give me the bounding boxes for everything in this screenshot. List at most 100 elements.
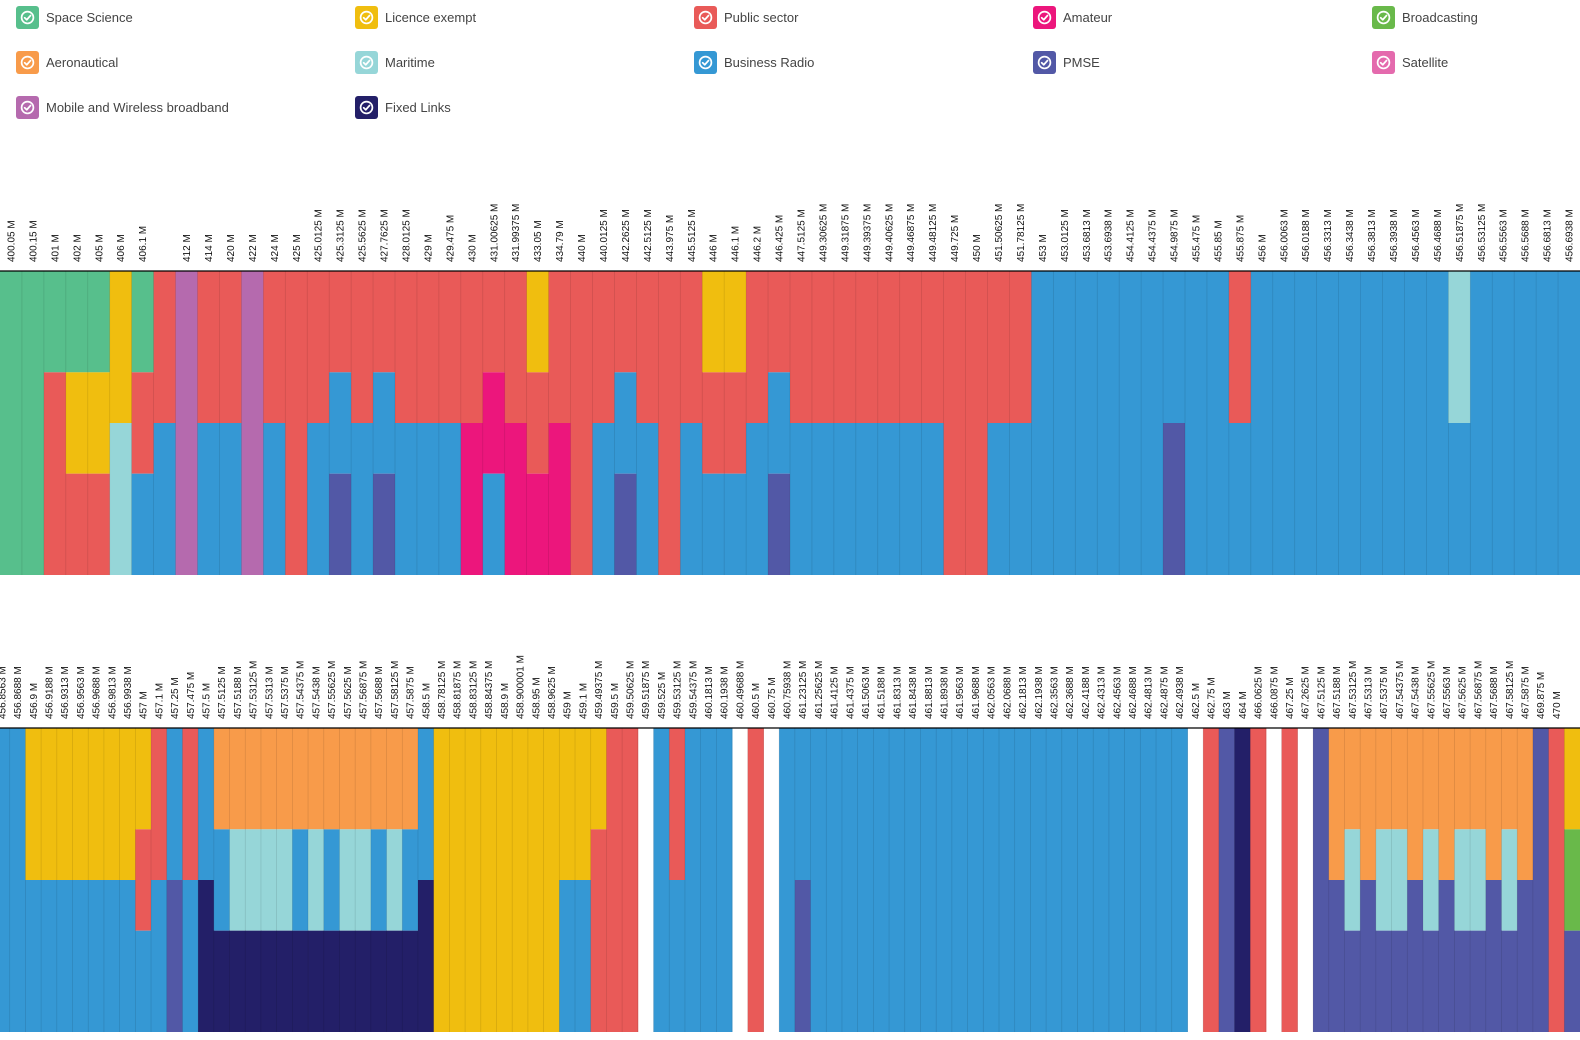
allocation-cell[interactable] bbox=[1328, 880, 1345, 1032]
allocation-cell[interactable] bbox=[1061, 728, 1078, 1032]
allocation-cell[interactable] bbox=[967, 728, 984, 1032]
allocation-cell[interactable] bbox=[904, 728, 921, 1032]
allocation-cell[interactable] bbox=[1470, 271, 1493, 575]
allocation-cell[interactable] bbox=[921, 271, 945, 423]
allocation-cell[interactable] bbox=[276, 930, 293, 1032]
allocation-cell[interactable] bbox=[292, 829, 309, 931]
allocation-cell[interactable] bbox=[504, 423, 528, 575]
legend-item[interactable]: Licence exempt bbox=[355, 6, 476, 29]
allocation-cell[interactable] bbox=[339, 829, 356, 931]
allocation-cell[interactable] bbox=[351, 423, 374, 575]
allocation-cell[interactable] bbox=[1407, 728, 1424, 880]
allocation-cell[interactable] bbox=[197, 423, 220, 575]
allocation-cell[interactable] bbox=[1382, 271, 1405, 575]
allocation-cell[interactable] bbox=[213, 930, 230, 1032]
legend-checkbox[interactable] bbox=[16, 51, 39, 74]
allocation-cell[interactable] bbox=[1564, 728, 1580, 830]
allocation-cell[interactable] bbox=[1281, 728, 1298, 1032]
allocation-cell[interactable] bbox=[1163, 423, 1186, 575]
allocation-cell[interactable] bbox=[1009, 271, 1032, 423]
allocation-cell[interactable] bbox=[43, 372, 67, 575]
allocation-cell[interactable] bbox=[438, 423, 462, 575]
allocation-cell[interactable] bbox=[355, 728, 372, 830]
allocation-cell[interactable] bbox=[1536, 271, 1559, 575]
allocation-cell[interactable] bbox=[109, 271, 133, 423]
allocation-cell[interactable] bbox=[855, 271, 879, 423]
allocation-cell[interactable] bbox=[951, 728, 968, 1032]
allocation-cell[interactable] bbox=[1438, 880, 1455, 1032]
allocation-cell[interactable] bbox=[1218, 728, 1235, 1032]
allocation-cell[interactable] bbox=[889, 728, 906, 1032]
allocation-cell[interactable] bbox=[135, 829, 152, 931]
allocation-cell[interactable] bbox=[166, 728, 183, 880]
allocation-cell[interactable] bbox=[166, 880, 183, 1032]
allocation-cell[interactable] bbox=[329, 372, 352, 474]
allocation-cell[interactable] bbox=[636, 423, 659, 575]
legend-checkbox[interactable] bbox=[16, 6, 39, 29]
allocation-cell[interactable] bbox=[1344, 728, 1361, 830]
allocation-cell[interactable] bbox=[724, 271, 747, 373]
allocation-cell[interactable] bbox=[768, 473, 791, 575]
allocation-cell[interactable] bbox=[219, 423, 242, 575]
allocation-cell[interactable] bbox=[241, 271, 264, 575]
allocation-cell[interactable] bbox=[386, 728, 403, 830]
allocation-cell[interactable] bbox=[841, 728, 859, 1032]
allocation-cell[interactable] bbox=[1454, 728, 1471, 830]
allocation-cell[interactable] bbox=[285, 271, 308, 575]
allocation-cell[interactable] bbox=[526, 473, 550, 575]
allocation-cell[interactable] bbox=[1185, 271, 1208, 575]
allocation-cell[interactable] bbox=[373, 271, 396, 373]
allocation-cell[interactable] bbox=[131, 473, 155, 575]
allocation-cell[interactable] bbox=[1404, 271, 1427, 575]
allocation-cell[interactable] bbox=[416, 423, 440, 575]
allocation-cell[interactable] bbox=[548, 423, 571, 575]
allocation-cell[interactable] bbox=[355, 829, 372, 931]
legend-item[interactable]: Business Radio bbox=[694, 51, 814, 74]
allocation-cell[interactable] bbox=[41, 880, 58, 1032]
allocation-cell[interactable] bbox=[460, 271, 484, 423]
allocation-cell[interactable] bbox=[826, 728, 843, 1032]
allocation-cell[interactable] bbox=[899, 271, 923, 423]
allocation-cell[interactable] bbox=[1391, 728, 1408, 830]
allocation-cell[interactable] bbox=[229, 728, 246, 830]
allocation-cell[interactable] bbox=[416, 271, 440, 423]
allocation-cell[interactable] bbox=[198, 880, 215, 1032]
allocation-cell[interactable] bbox=[1422, 930, 1440, 1032]
allocation-cell[interactable] bbox=[1097, 271, 1120, 575]
allocation-cell[interactable] bbox=[724, 473, 747, 575]
allocation-cell[interactable] bbox=[526, 372, 550, 474]
allocation-cell[interactable] bbox=[197, 271, 220, 423]
allocation-cell[interactable] bbox=[323, 728, 340, 830]
allocation-cell[interactable] bbox=[88, 728, 105, 880]
allocation-cell[interactable] bbox=[1375, 930, 1392, 1032]
allocation-cell[interactable] bbox=[590, 728, 607, 830]
allocation-cell[interactable] bbox=[614, 372, 637, 474]
allocation-cell[interactable] bbox=[43, 271, 67, 373]
allocation-cell[interactable] bbox=[1517, 728, 1534, 880]
allocation-cell[interactable] bbox=[213, 829, 230, 931]
allocation-cell[interactable] bbox=[669, 728, 686, 880]
allocation-cell[interactable] bbox=[1422, 829, 1440, 931]
allocation-cell[interactable] bbox=[229, 930, 246, 1032]
allocation-cell[interactable] bbox=[370, 930, 387, 1032]
legend-checkbox[interactable] bbox=[694, 51, 717, 74]
allocation-cell[interactable] bbox=[198, 728, 215, 880]
allocation-cell[interactable] bbox=[56, 880, 73, 1032]
allocation-cell[interactable] bbox=[482, 473, 506, 575]
legend-checkbox[interactable] bbox=[355, 6, 378, 29]
allocation-cell[interactable] bbox=[496, 728, 513, 1032]
allocation-cell[interactable] bbox=[857, 728, 874, 1032]
allocation-cell[interactable] bbox=[575, 880, 592, 1032]
legend-checkbox[interactable] bbox=[1372, 51, 1395, 74]
allocation-cell[interactable] bbox=[386, 930, 403, 1032]
allocation-cell[interactable] bbox=[276, 829, 293, 931]
allocation-cell[interactable] bbox=[987, 271, 1010, 423]
allocation-cell[interactable] bbox=[25, 880, 42, 1032]
allocation-cell[interactable] bbox=[308, 728, 325, 830]
allocation-cell[interactable] bbox=[1548, 728, 1565, 1032]
allocation-cell[interactable] bbox=[449, 728, 466, 1032]
allocation-cell[interactable] bbox=[684, 728, 702, 1032]
allocation-cell[interactable] bbox=[370, 728, 387, 830]
allocation-cell[interactable] bbox=[1470, 829, 1487, 931]
allocation-cell[interactable] bbox=[1141, 271, 1164, 575]
